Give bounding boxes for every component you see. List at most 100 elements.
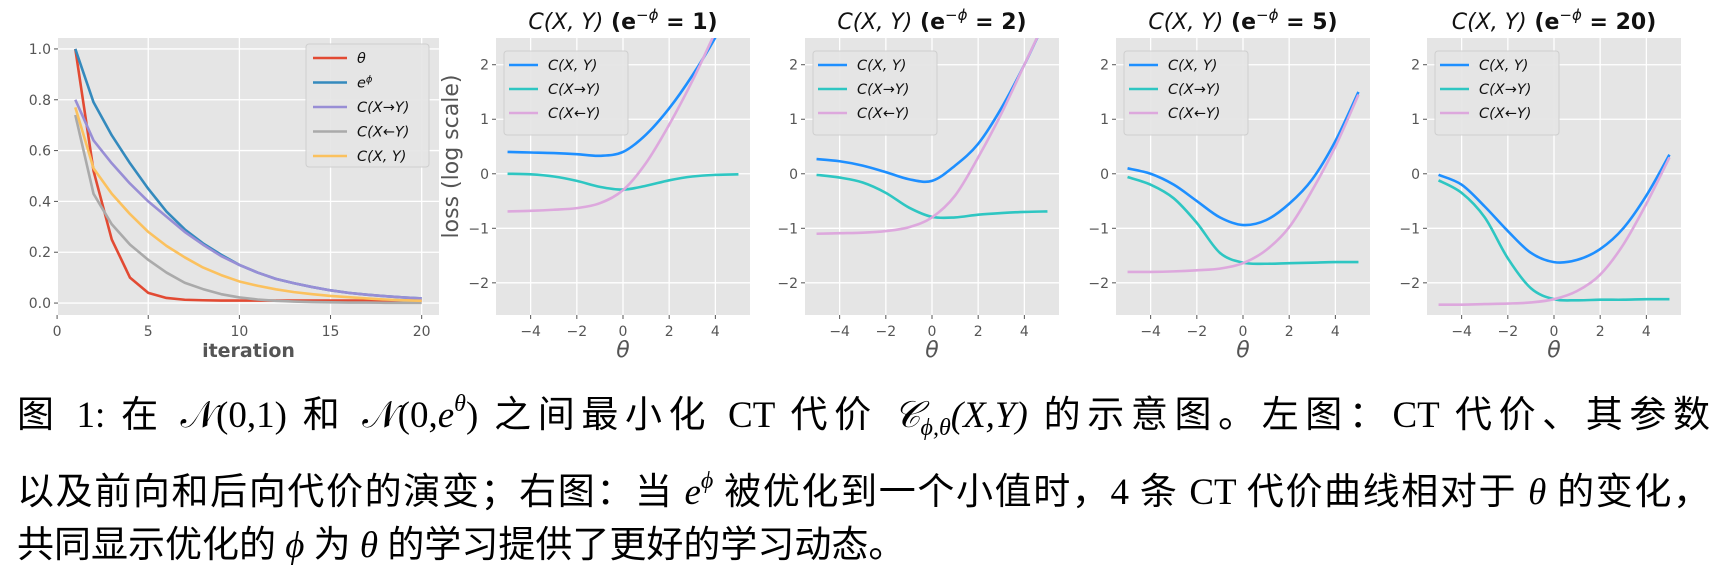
chart-panel-2: −4 −2 0 2 4 −2 −1 0 1 2 C(X, Y) C(X→Y) C(X←Y) θ C(X, Y… [777,6,1059,363]
x-tick-label: 0 [928,324,937,340]
chart-title-main: C(X, Y) [837,10,912,35]
caption-segment: 之间最小化 CT 代价 [478,395,894,436]
caption-segment: 的示意图。左图：CT 代价、其参数 [1027,395,1710,436]
caption-segment: θ [454,391,466,417]
caption-line: 共同显示优化的 ϕ 为 θ 的学习提供了更好的学习动态。 [17,519,1710,572]
x-tick-label: 15 [322,324,340,340]
caption-line: 以及前向和后向代价的演变；右图：当 eϕ 被优化到一个小值时，4 条 CT 代价… [17,455,1710,519]
chart-title-main: C(X, Y) [1148,10,1223,35]
x-axis-label: iteration [202,340,295,362]
x-tick-label: 4 [711,324,720,340]
x-tick-label: 0 [619,324,628,340]
legend-label: C(X, Y) [1168,58,1217,74]
chart-title: C(X, Y) (e−ϕ = 1) [528,6,717,35]
legend-label: C(X, Y) [857,58,906,74]
x-tick-label: 2 [665,324,674,340]
y-tick-label: 1.0 [29,42,51,58]
chart-title-value: = 5) [1279,10,1338,35]
chart-title-sup: −ϕ [636,6,659,24]
x-tick-label: −2 [566,324,587,340]
caption-segment: (X,Y) [950,395,1028,436]
caption-segment: ) [465,395,479,436]
x-tick-label: 0 [1239,324,1248,340]
caption-line: 图 1: 在 𝒩(0,1) 和 𝒩(0,eθ) 之间最小化 CT 代价 𝒞ϕ,θ… [17,378,1710,455]
legend-label: C(X→Y) [548,82,600,98]
series-line [816,38,1039,236]
x-tick-label: −4 [520,324,541,340]
x-tick-label: 2 [1285,324,1294,340]
caption-segment: e [684,472,701,513]
x-tick-label: 2 [974,324,983,340]
y-tick-label: 1 [1411,112,1420,128]
chart-title: C(X, Y) (e−ϕ = 5) [1148,6,1337,35]
chart-title-sup: −ϕ [1559,6,1582,24]
x-axis-label: θ [925,338,939,363]
x-tick-label: 0 [1550,324,1559,340]
legend: C(X, Y) C(X→Y) C(X←Y) [1434,50,1560,136]
y-tick-label: −1 [468,221,489,237]
y-axis-label: loss (log scale) [439,75,464,239]
x-tick-label: 4 [1020,324,1029,340]
x-tick-label: −2 [1497,324,1518,340]
y-tick-label: 2 [1100,58,1109,74]
series-group [1127,91,1360,274]
series-line [1438,154,1671,264]
chart-title: C(X, Y) (e−ϕ = 20) [1452,6,1657,35]
x-tick-label: −2 [875,324,896,340]
y-tick-label: −1 [1088,221,1109,237]
x-tick-label: 2 [1596,324,1605,340]
y-tick-label: 0.8 [29,93,51,109]
caption-segment: 𝒞 [893,395,921,436]
series-group [1437,154,1671,306]
chart-panel-1: −4 −2 0 2 4 −2 −1 0 1 2 C(X, Y) C(X→Y) C(X←Y) θ loss (… [439,6,750,363]
chart-panel-3: −4 −2 0 2 4 −2 −1 0 1 2 C(X, Y) C(X→Y) C(X←Y) θ C(X, Y… [1088,6,1370,363]
y-tick-label: −1 [777,221,798,237]
caption-segment: 𝒩(0, [362,395,438,436]
caption-segment: 共同显示优化的 [17,525,286,566]
y-tick-label: −2 [1399,276,1420,292]
legend-label: C(X←Y) [1168,106,1220,122]
y-tick-label: 2 [1411,58,1420,74]
x-axis-label: θ [1547,338,1561,363]
x-tick-label: 0 [53,324,62,340]
chart-title: C(X, Y) (e−ϕ = 2) [837,6,1026,35]
figure-charts: 0 5 10 15 200.00.20.40.60.81.0θeϕC(X→Y)C(X←Y… [29,6,1681,363]
y-tick-label: 1 [480,112,489,128]
y-tick-label: −2 [777,276,798,292]
figure-caption: 图 1: 在 𝒩(0,1) 和 𝒩(0,eθ) 之间最小化 CT 代价 𝒞ϕ,θ… [17,378,1710,572]
y-tick-label: 2 [789,58,798,74]
y-tick-label: 0 [1411,167,1420,183]
y-tick-label: 1 [1100,112,1109,128]
chart-title-main: C(X, Y) [1452,10,1527,35]
legend-label: θ [357,51,366,67]
x-tick-label: −2 [1186,324,1207,340]
series-line [74,114,422,305]
series-line [507,38,714,213]
legend-box [305,43,430,168]
series-line [1127,91,1360,227]
series-group [816,38,1048,236]
x-tick-label: 10 [230,324,248,340]
series-line [74,107,422,303]
x-tick-label: 20 [413,324,431,340]
legend-label: C(X, Y) [357,149,406,165]
x-tick-label: 5 [144,324,153,340]
chart-title-param: (e [1223,10,1256,35]
x-tick-label: 4 [1331,324,1340,340]
legend: C(X, Y) C(X→Y) C(X←Y) [503,50,629,136]
caption-segment: e [437,395,455,436]
x-axis-label: θ [1236,338,1250,363]
caption-segment: ϕ [285,525,305,566]
series-line [74,48,422,302]
legend-label: C(X, Y) [1479,58,1528,74]
chart-title-main: C(X, Y) [528,10,603,35]
chart-title-value: = 20) [1582,10,1656,35]
legend-label: C(X→Y) [357,100,409,116]
y-tick-label: −2 [468,276,489,292]
y-tick-label: −2 [1088,276,1109,292]
legend-label: C(X→Y) [1168,82,1220,98]
legend-label: C(X→Y) [857,82,909,98]
caption-segment: 𝒩(0,1) [180,395,287,436]
legend: C(X, Y) C(X→Y) C(X←Y) [1123,50,1249,136]
